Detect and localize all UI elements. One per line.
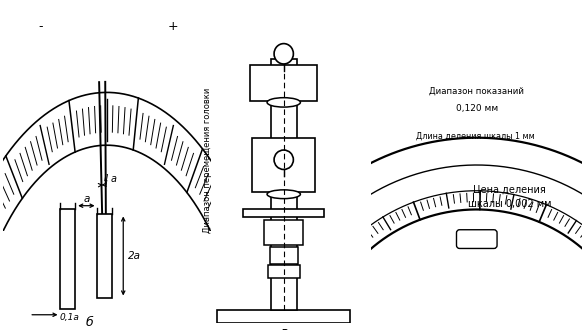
Bar bbox=[217, 310, 350, 323]
Text: 2a: 2a bbox=[128, 251, 141, 261]
Text: a: a bbox=[111, 174, 116, 184]
Bar bbox=[270, 247, 298, 264]
Bar bbox=[250, 65, 317, 101]
Text: Диапазон перемещения головки: Диапазон перемещения головки bbox=[203, 88, 212, 233]
Text: шкалы 0,002 мм: шкалы 0,002 мм bbox=[468, 199, 551, 209]
Text: 0,1a: 0,1a bbox=[60, 313, 80, 322]
Text: б: б bbox=[86, 316, 94, 329]
Bar bbox=[252, 139, 315, 192]
Ellipse shape bbox=[274, 150, 293, 170]
FancyBboxPatch shape bbox=[456, 230, 497, 248]
Bar bbox=[243, 209, 324, 217]
Bar bbox=[98, 214, 112, 298]
Bar bbox=[60, 209, 75, 310]
Ellipse shape bbox=[274, 44, 293, 64]
Text: a: a bbox=[83, 194, 90, 204]
Ellipse shape bbox=[267, 98, 301, 107]
Text: Диапазон показаний: Диапазон показаний bbox=[429, 87, 524, 96]
Text: +: + bbox=[167, 20, 178, 33]
Ellipse shape bbox=[267, 190, 301, 199]
Text: а: а bbox=[103, 217, 111, 230]
Bar bbox=[268, 265, 300, 278]
Text: 0,120 мм: 0,120 мм bbox=[456, 104, 498, 113]
Bar bbox=[264, 220, 303, 245]
Bar bbox=[270, 59, 297, 310]
Text: I: I bbox=[104, 180, 107, 188]
Text: II: II bbox=[104, 175, 109, 183]
Text: -: - bbox=[39, 20, 43, 33]
Text: в: в bbox=[280, 326, 287, 330]
Text: Цена деления: Цена деления bbox=[473, 184, 546, 194]
Text: Длина деления шкалы 1 мм: Длина деления шкалы 1 мм bbox=[416, 131, 535, 141]
